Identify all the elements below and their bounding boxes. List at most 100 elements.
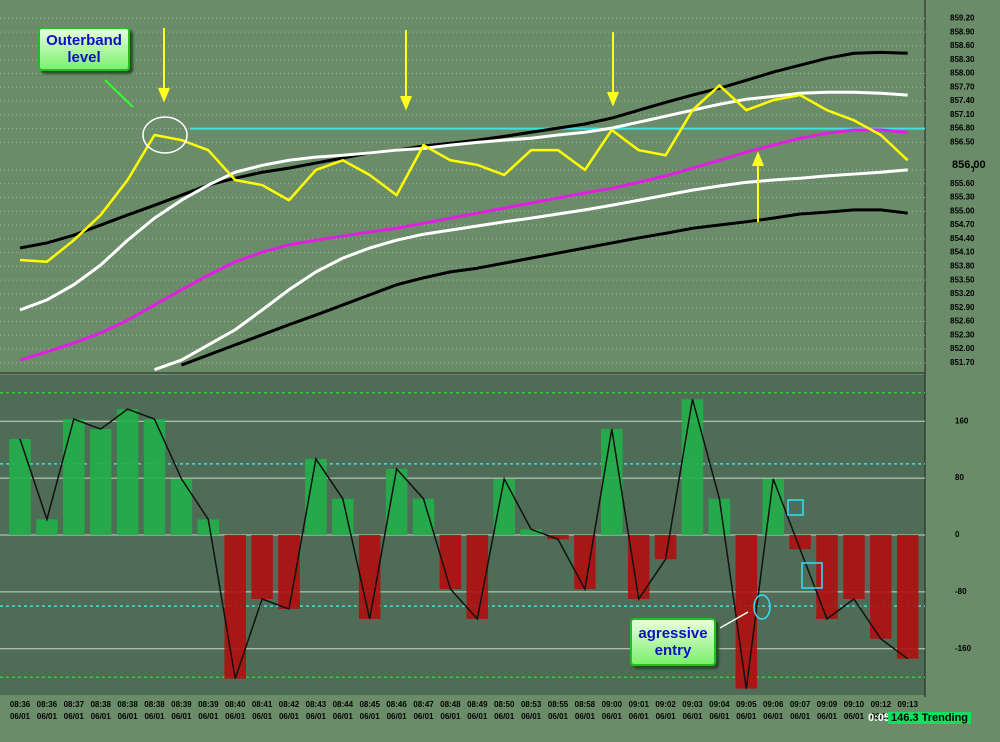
x-date-label: 06/01 — [682, 712, 703, 721]
callout-pointer — [104, 79, 134, 108]
bar — [520, 529, 542, 535]
bar — [843, 535, 865, 599]
x-date-label: 06/01 — [709, 712, 730, 721]
x-date-label: 06/01 — [629, 712, 650, 721]
bar — [143, 419, 166, 535]
arrows — [158, 28, 764, 222]
bar — [278, 535, 300, 609]
x-date-label: 06/01 — [656, 712, 677, 721]
signal-box — [801, 562, 823, 589]
x-date-label: 06/01 — [252, 712, 273, 721]
x-date-label: 06/01 — [279, 712, 300, 721]
bar — [385, 468, 408, 535]
bar — [870, 535, 892, 639]
markers — [104, 28, 823, 629]
x-tick-label: 09:01 — [628, 700, 649, 709]
x-tick-label: 08:39 — [171, 700, 192, 709]
x-tick-label: 09:04 — [709, 700, 730, 709]
bar — [9, 439, 31, 535]
y-tick-label: 857.70 — [950, 82, 975, 91]
x-date-label: 06/01 — [817, 712, 838, 721]
series-line — [180, 208, 908, 367]
plot: 851.70 852.00 852.30 852.60 852.90 853.20 853.… — [0, 13, 986, 721]
bar — [412, 498, 435, 535]
x-date-label: 06/01 — [10, 712, 31, 721]
x-date-label: 06/01 — [736, 712, 757, 721]
y-tick-label: 857.40 — [950, 96, 975, 105]
y-tick-label: 859.20 — [950, 13, 975, 22]
x-tick-label: 08:38 — [144, 700, 165, 709]
y-tick-label: 851.70 — [950, 358, 975, 367]
status-trend: 146.3 Trending — [888, 712, 972, 724]
x-date-label: 06/01 — [413, 712, 434, 721]
x-tick-label: 08:53 — [521, 700, 542, 709]
x-date-label: 06/01 — [844, 712, 865, 721]
x-date-label: 06/01 — [763, 712, 784, 721]
x-date-label: 06/01 — [118, 712, 139, 721]
y-tick-label: 856.80 — [950, 124, 975, 133]
bar — [789, 535, 811, 550]
bar — [681, 399, 704, 535]
x-tick-label: 08:43 — [306, 700, 327, 709]
y-tick-label: 855.60 — [950, 179, 975, 188]
bar — [36, 519, 58, 535]
x-date-label: 06/01 — [467, 712, 488, 721]
y-tick-label: 857.10 — [950, 110, 975, 119]
x-tick-label: 09:10 — [844, 700, 865, 709]
signal-box — [787, 499, 804, 516]
current-price-label: 856.00 — [952, 159, 986, 171]
x-tick-label: 09:03 — [682, 700, 703, 709]
x-tick-label: 08:42 — [279, 700, 300, 709]
x-tick-label: 09:12 — [871, 700, 892, 709]
x-tick-label: 09:05 — [736, 700, 757, 709]
bar — [197, 519, 220, 535]
bar — [493, 478, 515, 535]
bar — [116, 409, 139, 535]
x-tick-label: 09:13 — [897, 700, 918, 709]
x-date-label: 06/01 — [64, 712, 85, 721]
highlight-circle — [142, 116, 188, 154]
x-date-label: 06/01 — [171, 712, 192, 721]
x-date-label: 06/01 — [790, 712, 811, 721]
x-tick-label: 09:06 — [763, 700, 784, 709]
bar — [708, 498, 731, 535]
y-tick-label: -80 — [955, 587, 967, 596]
y-tick-label: 858.90 — [950, 27, 975, 36]
annotation: agressive entry — [630, 618, 716, 666]
bar — [627, 535, 650, 599]
bar — [63, 419, 85, 535]
x-date-label: 06/01 — [602, 712, 623, 721]
x-date-label: 06/01 — [521, 712, 542, 721]
y-tick-label: 854.40 — [950, 234, 975, 243]
annotation: Outerband level — [38, 27, 130, 71]
x-tick-label: 08:36 — [10, 700, 31, 709]
x-tick-label: 08:44 — [333, 700, 354, 709]
y-tick-label: 0 — [955, 530, 960, 539]
x-tick-label: 08:45 — [359, 700, 380, 709]
x-tick-label: 08:39 — [198, 700, 219, 709]
y-tick-label: 856.50 — [950, 137, 975, 146]
y-tick-label: 855.30 — [950, 193, 975, 202]
x-tick-label: 09:02 — [655, 700, 676, 709]
series-line — [19, 84, 909, 264]
x-date-label: 06/01 — [91, 712, 112, 721]
y-tick-label: 160 — [955, 416, 969, 425]
y-tick-label: 852.30 — [950, 330, 975, 339]
x-tick-label: 08:46 — [386, 700, 407, 709]
series-line — [153, 168, 908, 372]
bar — [170, 478, 193, 535]
x-date-label: 06/01 — [333, 712, 354, 721]
x-tick-label: 08:48 — [440, 700, 461, 709]
y-tick-label: 852.90 — [950, 303, 975, 312]
y-tick-label: 80 — [955, 473, 964, 482]
y-tick-label: 858.30 — [950, 55, 975, 64]
bar — [547, 535, 569, 540]
x-date-label: 06/01 — [387, 712, 408, 721]
x-tick-label: 08:55 — [548, 700, 569, 709]
x-date-label: 06/01 — [575, 712, 596, 721]
x-tick-label: 09:00 — [602, 700, 623, 709]
x-tick-label: 08:47 — [413, 700, 434, 709]
callout-pointer — [719, 611, 749, 629]
